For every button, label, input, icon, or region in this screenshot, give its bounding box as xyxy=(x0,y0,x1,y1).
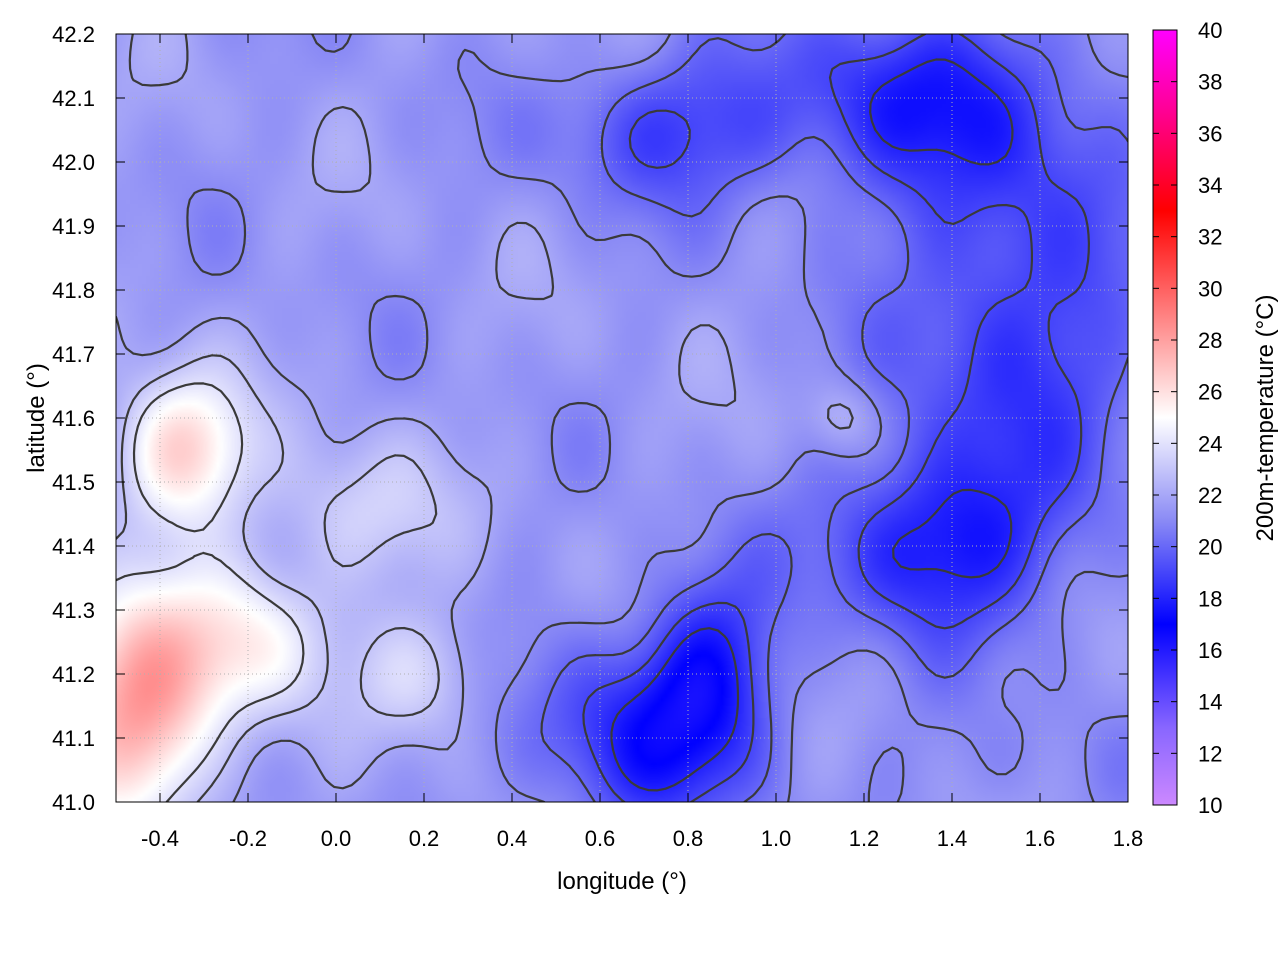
colorbar-gradient xyxy=(1152,29,1178,806)
y-tick-label: 41.0 xyxy=(52,790,95,815)
x-tick-label: 0.6 xyxy=(585,826,616,851)
colorbar-tick-label: 40 xyxy=(1198,18,1222,43)
colorbar-tick-label: 20 xyxy=(1198,535,1222,560)
x-tick-label: 0.0 xyxy=(321,826,352,851)
contour-line xyxy=(186,34,1128,802)
x-tick-label: 1.0 xyxy=(761,826,792,851)
colorbar-tick-label: 22 xyxy=(1198,483,1222,508)
y-axis-label: latitude (°) xyxy=(23,363,50,473)
y-tick-label: 41.6 xyxy=(52,406,95,431)
x-tick-label: 0.4 xyxy=(497,826,528,851)
contour-line xyxy=(582,34,1090,802)
contour-line xyxy=(116,382,305,802)
colorbar-tick-label: 30 xyxy=(1198,276,1222,301)
grid-lines xyxy=(116,33,1129,803)
plot-area xyxy=(115,33,1129,803)
y-tick-label: 41.9 xyxy=(52,214,95,239)
x-tick-label: 0.8 xyxy=(673,826,704,851)
contour-line xyxy=(116,34,854,802)
y-tick-label: 42.0 xyxy=(52,150,95,175)
y-tick-label: 41.7 xyxy=(52,342,95,367)
colorbar-tick-label: 36 xyxy=(1198,121,1222,146)
contour-line xyxy=(540,34,1128,802)
x-tick-label: 0.2 xyxy=(409,826,440,851)
colorbar-ticks: 10 12 14 16 18 20 22 24 26 28 30 32 34 36 38 40 xyxy=(1153,18,1222,818)
x-axis-ticks: -0.4 -0.2 0.0 0.2 0.4 0.6 0.8 1.0 1.2 1.4 1.6 1.8 xyxy=(141,34,1143,851)
colorbar-tick-label: 38 xyxy=(1198,70,1222,95)
colorbar-tick-label: 16 xyxy=(1198,638,1222,663)
colorbar: 10 12 14 16 18 20 22 24 26 28 30 32 34 36 38 40 200m-te… xyxy=(1152,18,1279,818)
colorbar-tick-label: 32 xyxy=(1198,225,1222,250)
y-tick-label: 41.5 xyxy=(52,470,95,495)
y-axis-ticks: 41.0 41.1 41.2 41.3 41.4 41.5 41.6 41.7 41.8 41.9… xyxy=(52,22,1128,815)
y-tick-label: 42.1 xyxy=(52,86,95,111)
y-tick-label: 42.2 xyxy=(52,22,95,47)
colorbar-label: 200m-temperature (°C) xyxy=(1252,294,1279,541)
colorbar-tick-label: 28 xyxy=(1198,328,1222,353)
x-axis-label: longitude (°) xyxy=(557,868,687,895)
x-tick-label: -0.4 xyxy=(141,826,179,851)
contour-lines xyxy=(116,34,1128,802)
y-tick-label: 41.2 xyxy=(52,662,95,687)
x-tick-label: 1.2 xyxy=(849,826,880,851)
colorbar-tick-label: 26 xyxy=(1198,380,1222,405)
contour-line xyxy=(116,354,440,802)
y-tick-label: 41.8 xyxy=(52,278,95,303)
x-tick-label: 1.6 xyxy=(1025,826,1056,851)
y-tick-label: 41.1 xyxy=(52,726,95,751)
y-tick-label: 41.4 xyxy=(52,534,95,559)
colorbar-tick-label: 10 xyxy=(1198,793,1222,818)
colorbar-tick-label: 18 xyxy=(1198,586,1222,611)
x-tick-label: 1.4 xyxy=(937,826,968,851)
colorbar-tick-label: 34 xyxy=(1198,173,1222,198)
colorbar-tick-label: 12 xyxy=(1198,741,1222,766)
y-tick-label: 41.3 xyxy=(52,598,95,623)
x-tick-label: 1.8 xyxy=(1113,826,1144,851)
colorbar-tick-label: 24 xyxy=(1198,431,1222,456)
colorbar-tick-label: 14 xyxy=(1198,690,1222,715)
contour-line xyxy=(610,58,1014,792)
x-tick-label: -0.2 xyxy=(229,826,267,851)
